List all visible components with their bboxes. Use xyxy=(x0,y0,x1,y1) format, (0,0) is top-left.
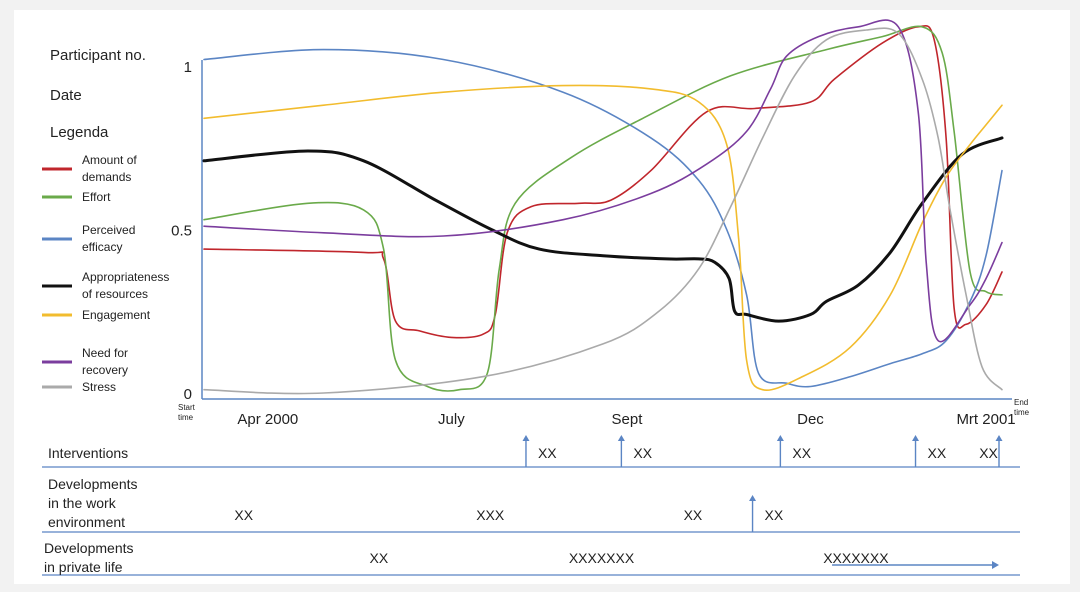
intervention-arrow-1-head xyxy=(522,435,530,441)
chart-series xyxy=(202,19,1004,395)
work-env-label-line-3: environment xyxy=(48,514,125,530)
intervention-arrow-6-head xyxy=(995,435,1003,441)
intervention-arrow-4-head xyxy=(912,435,920,441)
start-label-word-1: Start xyxy=(178,403,196,412)
legend-label-stress-1: Stress xyxy=(82,380,116,394)
work-env-label-line-1: Developments xyxy=(48,476,138,492)
intervention-text-1: XX xyxy=(538,445,557,461)
start-label-word-2: time xyxy=(178,413,194,422)
work-env-text-3: XX xyxy=(684,507,703,523)
legend-label-amount-of-demands-2: demands xyxy=(82,170,131,184)
series-line-amount-of-demands xyxy=(203,24,1003,339)
intervention-arrow-3-head xyxy=(776,435,784,441)
y-tick-label-2: 1 xyxy=(184,59,192,76)
legend-label-appropriateness-of-resources-1: Appropriateness xyxy=(82,270,169,284)
private-life-text-3: XXXXXXX xyxy=(823,550,889,566)
y-tick-label-0: 0 xyxy=(184,386,192,403)
legend-label-need-for-recovery-2: recovery xyxy=(82,363,128,377)
private-life-label-line-1: Developments xyxy=(44,540,134,556)
intervention-text-4: XX xyxy=(928,445,947,461)
intervention-text-5: XX xyxy=(979,445,998,461)
y-tick-label-1: 0.5 xyxy=(171,223,192,240)
private-life-text-2: XXXXXXX xyxy=(569,550,635,566)
date-label: Date xyxy=(50,87,82,104)
legend-label-need-for-recovery-1: Need for xyxy=(82,346,128,360)
participant-label: Participant no. xyxy=(50,47,146,64)
intervention-arrow-2-head xyxy=(617,435,625,441)
legend-label-effort-1: Effort xyxy=(82,190,111,204)
work-env-text-2: XXX xyxy=(476,507,505,523)
legend-label-engagement-1: Engagement xyxy=(82,308,151,322)
work-env-arrow-4-head xyxy=(749,495,757,501)
private-life-label-line-2: in private life xyxy=(44,559,123,575)
figure-frame: Participant no. Date Legenda Amount of de… xyxy=(14,10,1070,584)
work-env-text-1: XX xyxy=(234,507,253,523)
legend-label-perceived-efficacy-2: efficacy xyxy=(82,240,122,254)
legend-label-appropriateness-of-resources-2: of resources xyxy=(82,287,148,301)
series-line-perceived-efficacy xyxy=(203,48,1003,388)
x-tick-label-4: Mrt 2001 xyxy=(956,411,1015,428)
private-life-text-1: XX xyxy=(370,550,389,566)
series-line-stress xyxy=(203,27,1003,395)
work-env-label-line-2: in the work xyxy=(48,495,117,511)
private-life-range-arrow-head xyxy=(992,561,999,569)
series-line-effort xyxy=(203,25,1003,392)
intervention-text-3: XX xyxy=(792,445,811,461)
interventions-label: Interventions xyxy=(48,445,128,461)
series-line-need-for-recovery xyxy=(203,19,1003,343)
x-tick-label-2: Sept xyxy=(612,411,644,428)
intervention-text-2: XX xyxy=(633,445,652,461)
x-tick-label-1: July xyxy=(438,411,465,428)
figure-svg: Participant no. Date Legenda Amount of de… xyxy=(42,19,1030,576)
end-label-word-1: End xyxy=(1014,398,1028,407)
legend-label-amount-of-demands-1: Amount of xyxy=(82,153,137,167)
work-env-text-4: XX xyxy=(765,507,784,523)
legend: Amount of demands Effort Perceived efficacy A… xyxy=(42,153,169,394)
legend-title: Legenda xyxy=(50,124,109,141)
legend-label-perceived-efficacy-1: Perceived xyxy=(82,223,135,237)
end-label-word-2: time xyxy=(1014,408,1030,417)
series-line-appropriateness-of-resources xyxy=(202,136,1004,323)
x-tick-label-3: Dec xyxy=(797,411,824,428)
x-tick-label-0: Apr 2000 xyxy=(237,411,298,428)
